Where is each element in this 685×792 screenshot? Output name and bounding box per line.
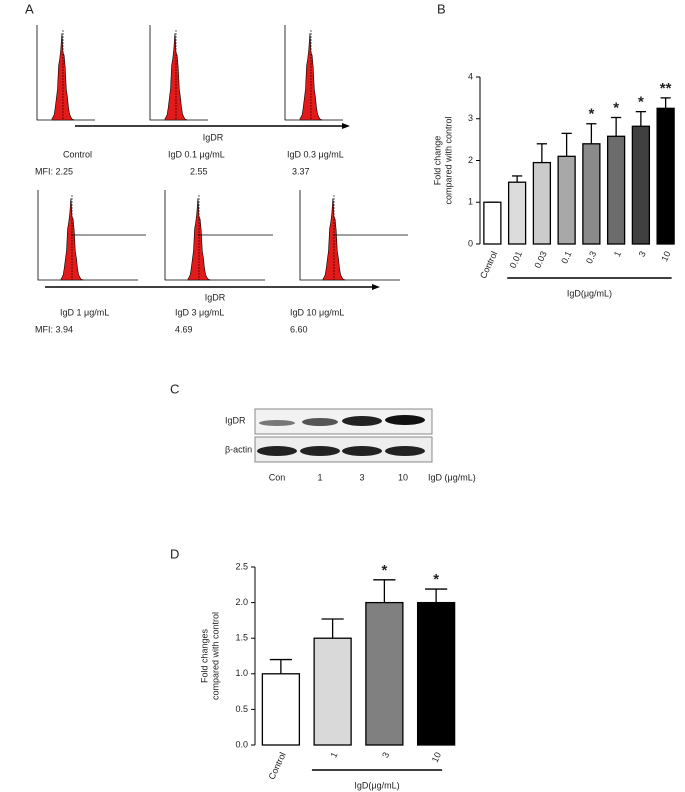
plot-frame xyxy=(149,25,208,121)
plot-frame xyxy=(164,190,265,281)
bar xyxy=(416,601,456,746)
arrow-head xyxy=(372,284,380,290)
y-tick-label: 2 xyxy=(468,155,473,165)
band xyxy=(342,416,382,426)
x-tick-label: Control xyxy=(478,250,499,281)
bar xyxy=(532,161,552,245)
panel-label: B xyxy=(437,1,446,16)
y-tick-label: 0 xyxy=(468,238,473,248)
lane-label: 10 xyxy=(398,472,408,482)
bar xyxy=(313,637,352,746)
bar xyxy=(557,155,576,245)
y-axis-label: compared with control xyxy=(210,612,220,700)
x-tick-label: 1 xyxy=(328,751,339,760)
x-tick-label: Control xyxy=(267,751,288,782)
y-tick-label: 0.0 xyxy=(235,739,248,749)
bar xyxy=(656,107,675,245)
y-tick-label: 2.0 xyxy=(235,597,248,607)
x-tick-label: 0.03 xyxy=(532,250,548,270)
x-tick-label: 3 xyxy=(637,250,648,259)
x-tick-label: 10 xyxy=(430,751,443,764)
sample-label: IgD 1 μg/mL xyxy=(60,307,109,317)
plot-frame xyxy=(299,190,400,281)
y-tick-label: 1.0 xyxy=(235,668,248,678)
significance: * xyxy=(588,106,594,123)
sample-label: Control xyxy=(63,149,92,159)
y-tick-label: 0.5 xyxy=(235,704,248,714)
sample-label: IgD 10 μg/mL xyxy=(290,307,344,317)
y-tick-label: 1 xyxy=(468,197,473,207)
panel-label: D xyxy=(170,546,179,561)
y-tick-label: 2.5 xyxy=(235,561,248,571)
bar xyxy=(606,135,626,245)
plot-frame xyxy=(37,190,138,281)
band xyxy=(385,446,425,456)
x-tick-label: 1 xyxy=(612,250,623,259)
y-tick-label: 3 xyxy=(468,113,473,123)
y-axis-label: Fold changes xyxy=(199,628,209,683)
lane-label: 1 xyxy=(317,472,322,482)
row-label: IgDR xyxy=(225,415,246,425)
significance: * xyxy=(433,571,439,588)
x-tick-label: 10 xyxy=(659,250,672,263)
mfi-label: 2.55 xyxy=(190,166,208,176)
mfi-label: 4.69 xyxy=(175,324,193,334)
y-tick-label: 1.5 xyxy=(235,633,248,643)
histogram xyxy=(187,198,211,281)
x-tick-label: 0.3 xyxy=(584,250,598,266)
bar xyxy=(631,125,651,245)
significance: * xyxy=(381,562,387,579)
sample-label: IgD 0.3 μg/mL xyxy=(287,149,344,159)
y-axis-label: Fold change xyxy=(432,136,442,186)
panel-label: A xyxy=(25,1,34,16)
y-tick-label: 4 xyxy=(468,71,473,81)
row-label: β-actin xyxy=(225,444,252,454)
band xyxy=(257,446,297,456)
significance: * xyxy=(613,99,619,116)
mfi-label: MFI: 2.25 xyxy=(35,166,73,176)
lane-label: Con xyxy=(269,472,286,482)
band xyxy=(300,446,340,456)
significance: ** xyxy=(660,80,672,97)
x-axis-label: IgD(μg/mL) xyxy=(354,780,399,790)
panel-label: C xyxy=(170,381,179,396)
band xyxy=(259,420,295,426)
bar xyxy=(507,181,527,245)
bar xyxy=(365,601,404,746)
axis-label: IgDR xyxy=(205,292,226,302)
band xyxy=(385,415,425,425)
mfi-label: MFI: 3.94 xyxy=(35,324,73,334)
histogram xyxy=(322,198,346,281)
sample-label: IgD 0.1 μg/mL xyxy=(168,149,225,159)
x-tick-label: 0.01 xyxy=(508,250,524,270)
bar xyxy=(483,201,502,245)
sample-label: IgD 3 μg/mL xyxy=(175,307,224,317)
x-tick-label: 3 xyxy=(380,751,391,760)
axis-label: IgDR xyxy=(203,132,224,142)
band xyxy=(302,418,338,426)
plot-frame xyxy=(36,25,95,121)
lane-label: 3 xyxy=(359,472,364,482)
band xyxy=(342,446,382,456)
mfi-label: 3.37 xyxy=(292,166,310,176)
histogram xyxy=(60,198,84,281)
x-axis-label: IgD(μg/mL) xyxy=(567,288,612,298)
x-tick-label: 0.1 xyxy=(559,250,573,266)
plot-frame xyxy=(284,25,343,121)
lane-unit: IgD (μg/mL) xyxy=(428,472,476,482)
mfi-label: 6.60 xyxy=(290,324,308,334)
y-axis-label: compared with control xyxy=(443,116,453,204)
bar xyxy=(582,143,601,245)
bar xyxy=(261,673,301,746)
significance: * xyxy=(638,94,644,111)
arrow-head xyxy=(342,123,350,129)
